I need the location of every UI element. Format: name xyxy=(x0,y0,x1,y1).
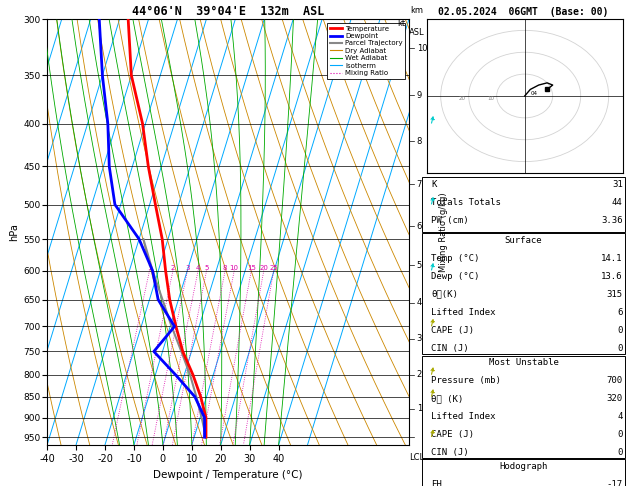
Text: ASL: ASL xyxy=(409,28,425,37)
Text: CAPE (J): CAPE (J) xyxy=(431,326,474,335)
Text: 10: 10 xyxy=(230,264,239,271)
Text: EH: EH xyxy=(431,480,442,486)
Text: Hodograph: Hodograph xyxy=(499,462,548,471)
Text: Surface: Surface xyxy=(505,236,542,245)
Text: 13.6: 13.6 xyxy=(601,272,623,281)
Text: K: K xyxy=(431,180,437,189)
Text: 4: 4 xyxy=(196,264,200,271)
Text: 31: 31 xyxy=(612,180,623,189)
Text: Most Unstable: Most Unstable xyxy=(489,358,559,367)
Text: 7: 7 xyxy=(416,180,422,189)
Text: 2: 2 xyxy=(170,264,175,271)
Text: 3: 3 xyxy=(416,334,422,343)
Text: Lifted Index: Lifted Index xyxy=(431,412,496,421)
Text: CAPE (J): CAPE (J) xyxy=(431,430,474,439)
Text: 5: 5 xyxy=(204,264,209,271)
Text: CIN (J): CIN (J) xyxy=(431,448,469,457)
Text: Dewp (°C): Dewp (°C) xyxy=(431,272,479,281)
Legend: Temperature, Dewpoint, Parcel Trajectory, Dry Adiabat, Wet Adiabat, Isotherm, Mi: Temperature, Dewpoint, Parcel Trajectory… xyxy=(327,23,405,79)
Text: 6: 6 xyxy=(416,222,422,231)
Text: 3.36: 3.36 xyxy=(601,216,623,225)
Text: 3: 3 xyxy=(185,264,190,271)
X-axis label: Dewpoint / Temperature (°C): Dewpoint / Temperature (°C) xyxy=(153,470,303,480)
Text: 315: 315 xyxy=(606,290,623,299)
Text: Temp (°C): Temp (°C) xyxy=(431,254,479,263)
Text: 14.1: 14.1 xyxy=(601,254,623,263)
Text: θᴇ (K): θᴇ (K) xyxy=(431,394,463,403)
Text: PW (cm): PW (cm) xyxy=(431,216,469,225)
Bar xyxy=(423,459,625,486)
Text: 320: 320 xyxy=(606,394,623,403)
Text: 9: 9 xyxy=(416,91,422,100)
Bar xyxy=(423,177,625,232)
Text: 8: 8 xyxy=(416,137,422,146)
Text: 0: 0 xyxy=(617,448,623,457)
Text: 25: 25 xyxy=(269,264,278,271)
Text: 0: 0 xyxy=(617,326,623,335)
Text: 4: 4 xyxy=(617,412,623,421)
Text: 6: 6 xyxy=(617,308,623,317)
Text: 1: 1 xyxy=(416,404,422,413)
Title: 44°06'N  39°04'E  132m  ASL: 44°06'N 39°04'E 132m ASL xyxy=(132,5,324,18)
Text: 10: 10 xyxy=(416,44,427,53)
Text: km: km xyxy=(410,6,423,15)
Text: 1: 1 xyxy=(147,264,152,271)
Text: Lifted Index: Lifted Index xyxy=(431,308,496,317)
Text: 700: 700 xyxy=(606,376,623,385)
Text: 44: 44 xyxy=(612,198,623,207)
Text: 15: 15 xyxy=(247,264,256,271)
Text: Mixing Ratio (g/kg): Mixing Ratio (g/kg) xyxy=(439,192,448,272)
Text: 0: 0 xyxy=(617,430,623,439)
Text: hPa: hPa xyxy=(9,223,19,241)
Text: CIN (J): CIN (J) xyxy=(431,344,469,353)
Text: 8: 8 xyxy=(223,264,227,271)
Text: LCL: LCL xyxy=(409,453,425,462)
Text: 5: 5 xyxy=(416,260,422,270)
Text: 02.05.2024  06GMT  (Base: 00): 02.05.2024 06GMT (Base: 00) xyxy=(438,7,609,17)
Text: θᴇ(K): θᴇ(K) xyxy=(431,290,458,299)
Text: 2: 2 xyxy=(416,370,422,380)
Text: 4: 4 xyxy=(416,298,422,308)
Text: 0: 0 xyxy=(617,344,623,353)
Text: Pressure (mb): Pressure (mb) xyxy=(431,376,501,385)
Bar xyxy=(423,356,625,458)
Bar xyxy=(423,233,625,354)
Text: Totals Totals: Totals Totals xyxy=(431,198,501,207)
Text: 20: 20 xyxy=(259,264,268,271)
Text: -17: -17 xyxy=(606,480,623,486)
